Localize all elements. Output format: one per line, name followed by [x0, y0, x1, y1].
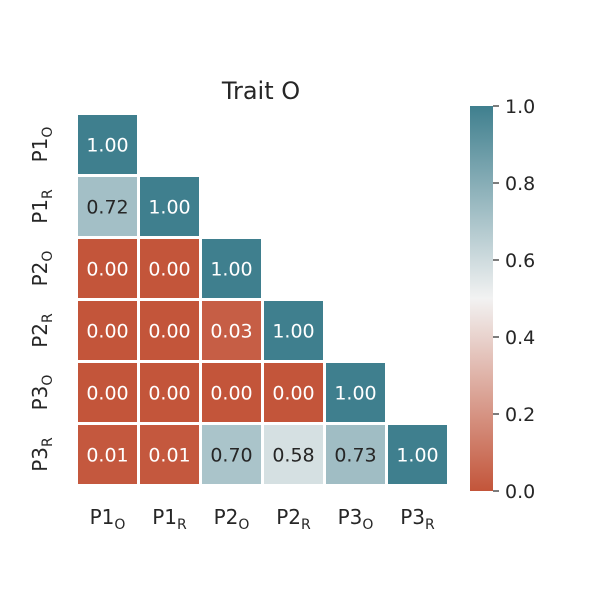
heatmap-cell-r5-c4	[326, 425, 385, 484]
y-tick-label-2: P2O	[28, 251, 56, 287]
heatmap-cell-r3-c3	[264, 301, 323, 360]
x-tick-label-2: P2O	[214, 505, 250, 533]
heatmap-cell-r4-c3	[264, 363, 323, 422]
colorbar-tick-label-2: 0.4	[505, 327, 535, 349]
y-tick-label-4: P3O	[28, 375, 56, 411]
heatmap-cell-r5-c0	[78, 425, 137, 484]
x-tick-label-3: P2R	[276, 505, 311, 533]
colorbar-tick-label-1: 0.2	[505, 404, 535, 426]
cell-value-r1-c0: 0.72	[86, 197, 128, 219]
cell-value-r2-c2: 1.00	[210, 259, 252, 281]
colorbar-tick-label-0: 0.0	[505, 481, 535, 503]
heatmap-cell-r3-c1	[140, 301, 199, 360]
heatmap-cell-r4-c4	[326, 363, 385, 422]
cell-value-r4-c2: 0.00	[210, 383, 252, 405]
colorbar: 0.0 0.2 0.4 0.6 0.8 1.0	[470, 96, 535, 503]
cell-value-r5-c2: 0.70	[210, 445, 252, 467]
cell-value-r3-c0: 0.00	[86, 321, 128, 343]
heatmap-cell-r2-c2	[202, 239, 261, 298]
heatmap-cells: 1.00 0.72 1.00 0.00 0.00 1.00 0.00 0.00 0.03 1.00…	[78, 115, 447, 484]
cell-value-r4-c4: 1.00	[334, 383, 376, 405]
cell-value-r1-c1: 1.00	[148, 197, 190, 219]
y-tick-label-5: P3R	[28, 437, 56, 472]
y-tick-label-1: P1R	[28, 189, 56, 224]
cell-value-r5-c0: 0.01	[86, 445, 128, 467]
cell-value-r5-c4: 0.73	[334, 445, 376, 467]
heatmap-cell-r4-c2	[202, 363, 261, 422]
cell-value-r2-c0: 0.00	[86, 259, 128, 281]
heatmap-cell-r0-c0	[78, 115, 137, 174]
colorbar-gradient	[470, 106, 493, 491]
heatmap-cell-r5-c1	[140, 425, 199, 484]
heatmap-cell-r2-c0	[78, 239, 137, 298]
cell-value-r3-c2: 0.03	[210, 321, 252, 343]
cell-value-r0-c0: 1.00	[86, 135, 128, 157]
x-tick-label-5: P3R	[400, 505, 435, 533]
cell-value-r4-c1: 0.00	[148, 383, 190, 405]
colorbar-tick-label-3: 0.6	[505, 250, 535, 272]
cell-value-r5-c3: 0.58	[272, 445, 314, 467]
heatmap-cell-r5-c2	[202, 425, 261, 484]
y-tick-labels: P1O P1R P2O P2R P3O P3R	[28, 127, 56, 472]
x-tick-label-4: P3O	[338, 505, 374, 533]
chart-title: Trait O	[221, 77, 300, 105]
x-tick-labels: P1O P1R P2O P2R P3O P3R	[90, 505, 435, 533]
colorbar-ticks: 0.0 0.2 0.4 0.6 0.8 1.0	[493, 96, 535, 503]
cell-value-r4-c0: 0.00	[86, 383, 128, 405]
heatmap-cell-r4-c1	[140, 363, 199, 422]
x-tick-label-1: P1R	[152, 505, 187, 533]
heatmap-cell-r4-c0	[78, 363, 137, 422]
colorbar-tick-label-4: 0.8	[505, 173, 535, 195]
heatmap-cell-r3-c0	[78, 301, 137, 360]
cell-value-r3-c3: 1.00	[272, 321, 314, 343]
y-tick-label-0: P1O	[28, 127, 56, 163]
y-tick-label-3: P2R	[28, 313, 56, 348]
heatmap-cell-r1-c1	[140, 177, 199, 236]
cell-value-r3-c1: 0.00	[148, 321, 190, 343]
heatmap-cell-r1-c0	[78, 177, 137, 236]
heatmap-cell-r5-c3	[264, 425, 323, 484]
cell-value-r4-c3: 0.00	[272, 383, 314, 405]
heatmap-cell-r5-c5	[388, 425, 447, 484]
heatmap-cell-r2-c1	[140, 239, 199, 298]
cell-value-r2-c1: 0.00	[148, 259, 190, 281]
heatmap-cell-r3-c2	[202, 301, 261, 360]
colorbar-tick-label-5: 1.0	[505, 96, 535, 118]
cell-value-r5-c5: 1.00	[396, 445, 438, 467]
cell-value-r5-c1: 0.01	[148, 445, 190, 467]
x-tick-label-0: P1O	[90, 505, 126, 533]
